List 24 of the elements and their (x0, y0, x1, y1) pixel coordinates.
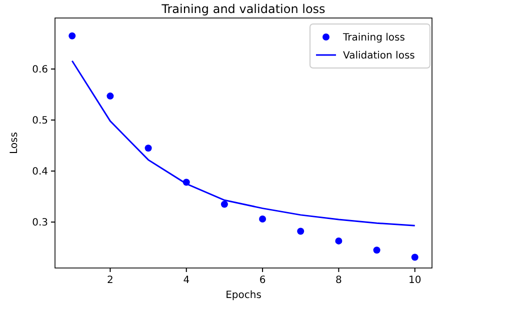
point (220, 200, 228, 208)
point (297, 228, 304, 235)
point (68, 32, 76, 40)
x-tick-label: 2 (107, 275, 114, 286)
x-tick-label: 6 (259, 275, 266, 286)
x-axis-title: Epochs (226, 290, 262, 301)
y-axis-title: Loss (9, 132, 20, 154)
y-tick-label: 0.3 (32, 218, 48, 229)
y-tick-label: 0.6 (32, 64, 48, 76)
legend-label: Validation loss (343, 50, 415, 62)
chart-title: Training and validation loss (160, 2, 326, 16)
point (335, 237, 342, 244)
point (411, 254, 418, 261)
line-series (71, 60, 416, 226)
point (373, 246, 380, 254)
point (259, 216, 266, 223)
x-tick-label: 4 (183, 275, 190, 286)
point (106, 92, 114, 100)
x-tick-label: 8 (336, 275, 342, 286)
x-tick-label: 10 (408, 275, 422, 286)
legend-label: Training loss (342, 32, 405, 44)
y-tick-label: 0.5 (32, 116, 48, 127)
point (144, 144, 152, 152)
y-tick-label: 0.4 (32, 166, 48, 178)
